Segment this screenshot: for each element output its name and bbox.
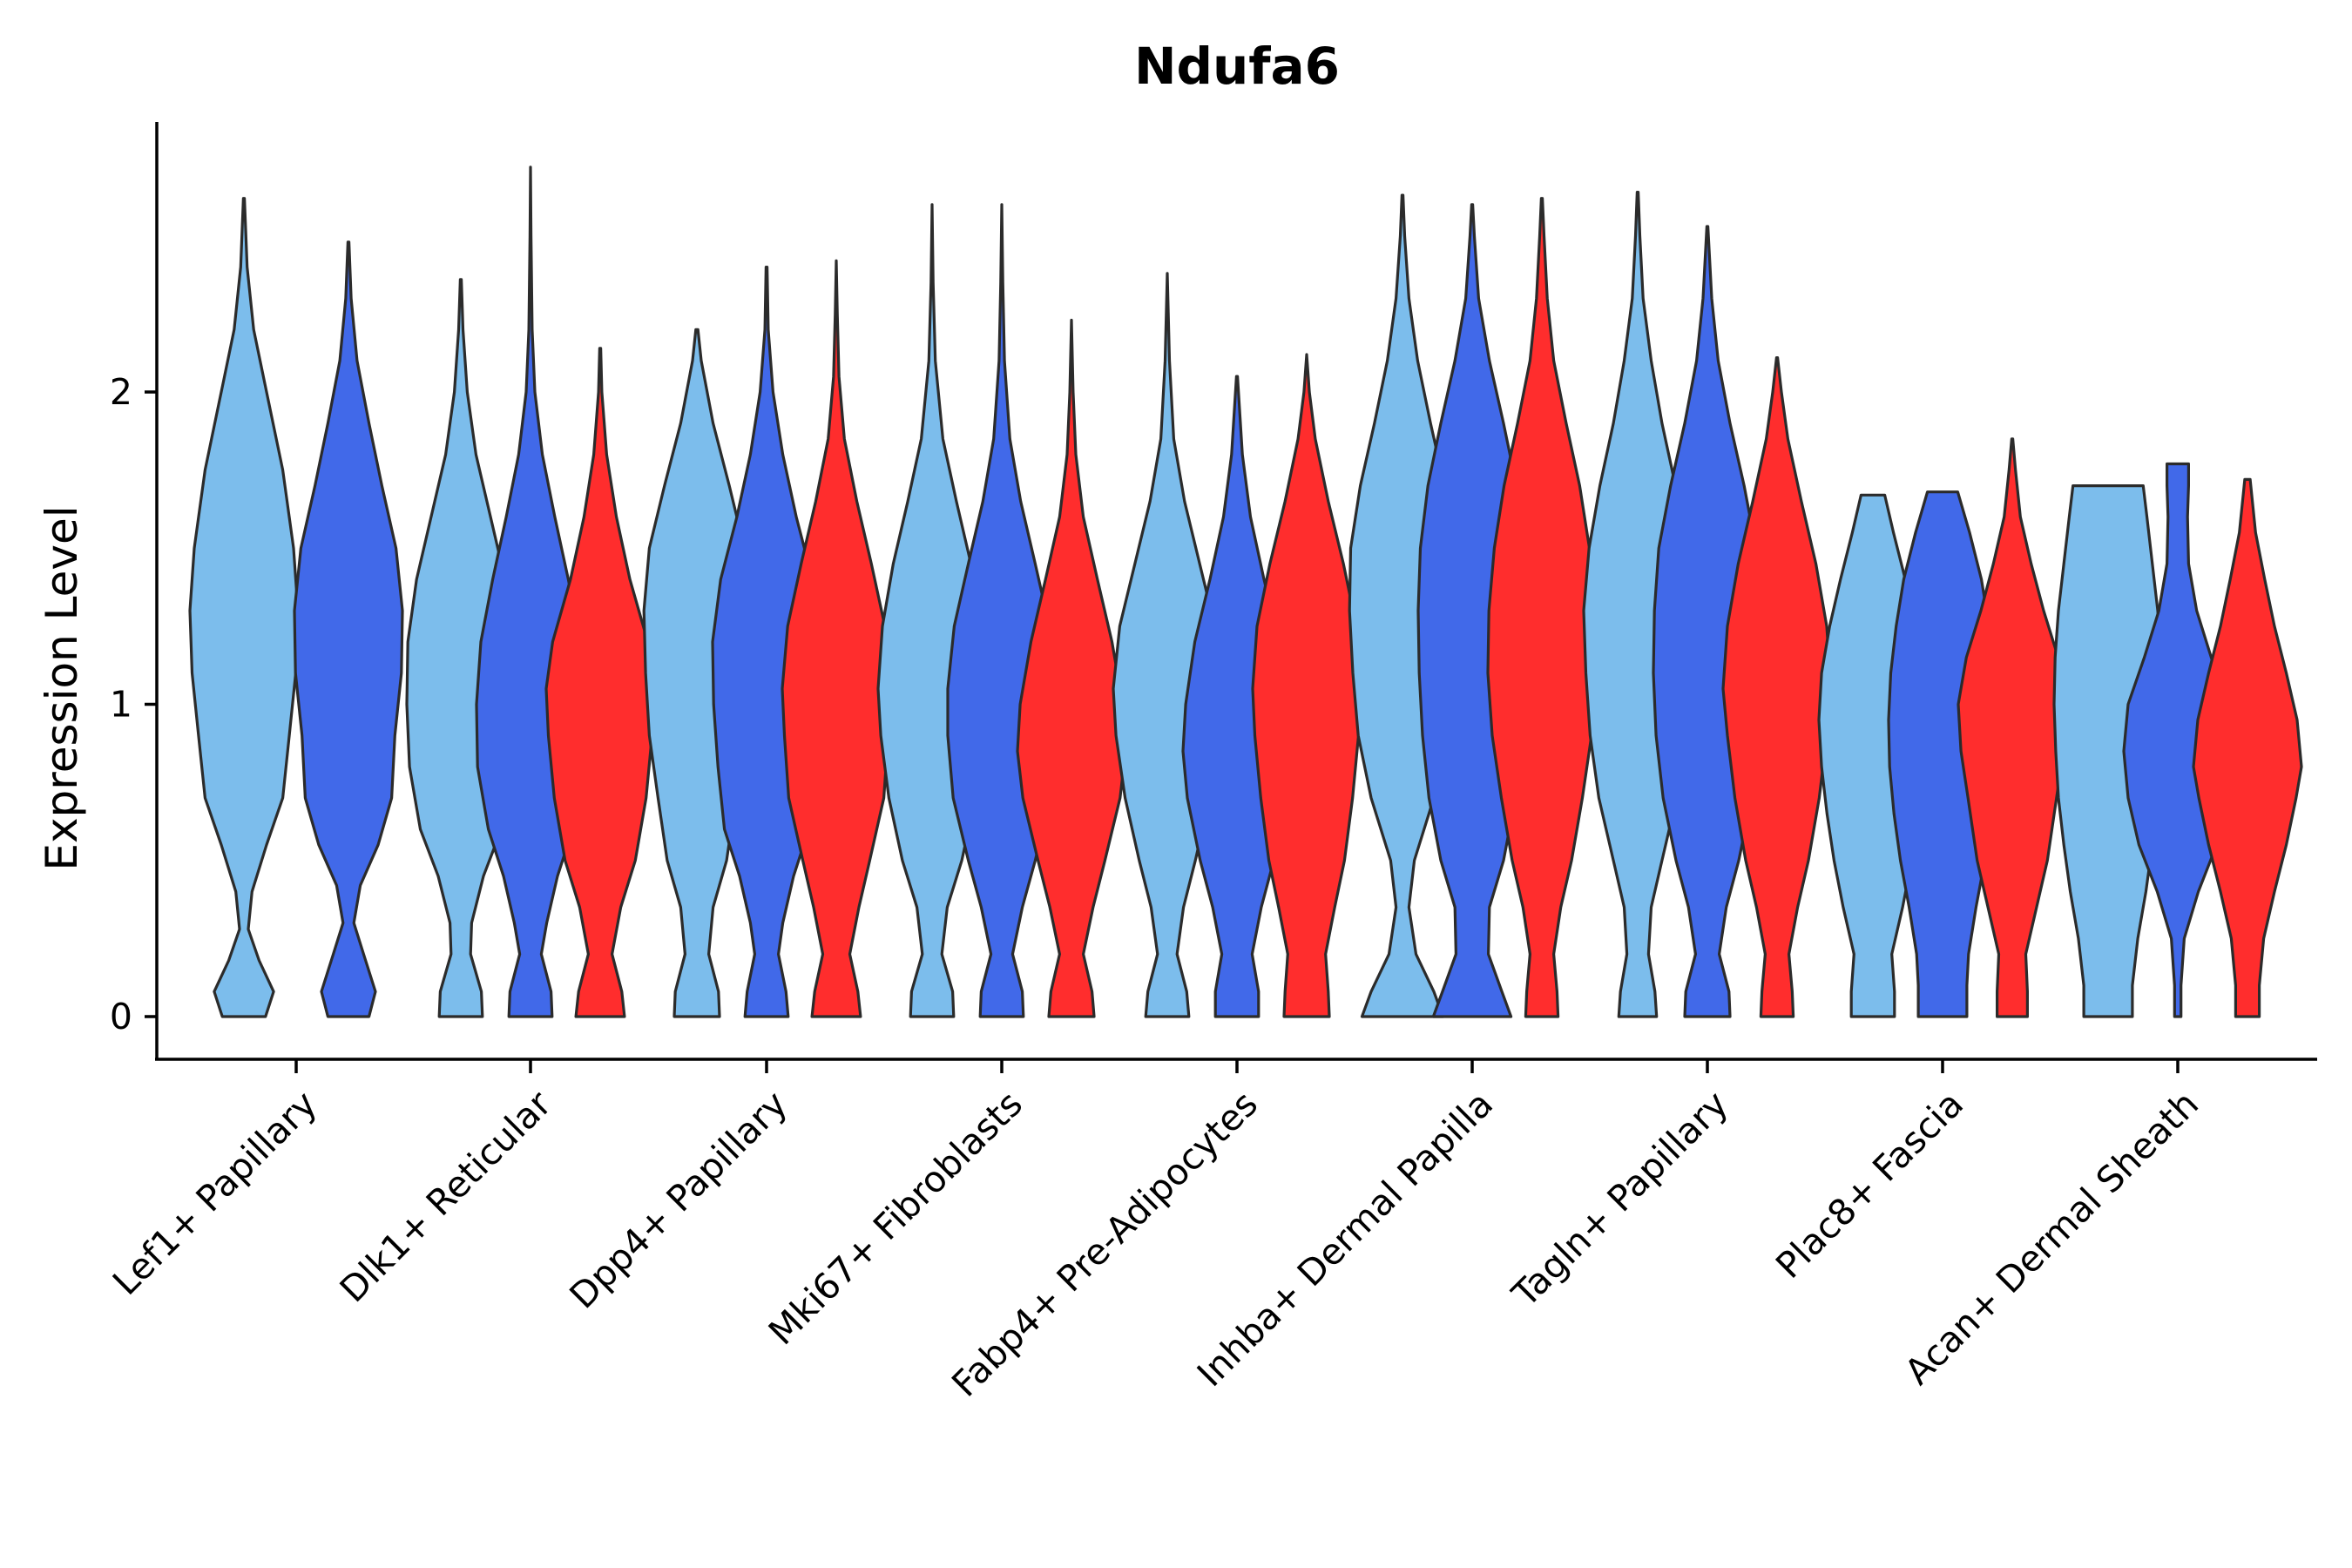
y-axis-label: Expression Level (37, 505, 87, 870)
chart-title: Ndufa6 (1134, 37, 1340, 96)
violin-6-group-3 (1721, 356, 1833, 1018)
x-tick-label: Plac8+ Fascia (1767, 1083, 1971, 1287)
violin-4-group-3 (1251, 353, 1362, 1018)
y-ticks: 0 1 2 (110, 371, 157, 1037)
x-tick-label: Tagln+ Papillary (1504, 1083, 1736, 1315)
violin-1-group-3 (544, 347, 656, 1018)
violin-1-group-1 (405, 278, 517, 1018)
y-tick-label: 1 (110, 684, 132, 726)
violin-8-group-3 (2192, 477, 2303, 1018)
x-tick-label: Mki67+ Fibroblasts (760, 1083, 1031, 1353)
violin-5-group-3 (1486, 197, 1598, 1018)
violin-2-group-2 (711, 266, 822, 1018)
x-ticks: Lef1+ Papillary Dlk1+ Reticular Dpp4+ Papi… (105, 1059, 2207, 1405)
violin-2-group-3 (781, 259, 892, 1018)
violin-5-group-1 (1348, 193, 1457, 1018)
violin-group (188, 166, 2303, 1018)
violin-0-group-1 (188, 197, 300, 1018)
violin-3-group-3 (1016, 318, 1127, 1018)
violin-0-group-2 (293, 240, 404, 1018)
y-tick-label: 0 (110, 996, 132, 1037)
x-tick-label: Dpp4+ Papillary (562, 1083, 795, 1316)
y-tick-label: 2 (110, 371, 132, 413)
x-tick-label: Lef1+ Papillary (105, 1083, 325, 1303)
violin-7-group-3 (1957, 437, 2068, 1018)
violin-4-group-2 (1181, 375, 1293, 1018)
x-tick-label: Dlk1+ Reticular (332, 1083, 559, 1310)
violin-2-group-1 (642, 328, 752, 1018)
